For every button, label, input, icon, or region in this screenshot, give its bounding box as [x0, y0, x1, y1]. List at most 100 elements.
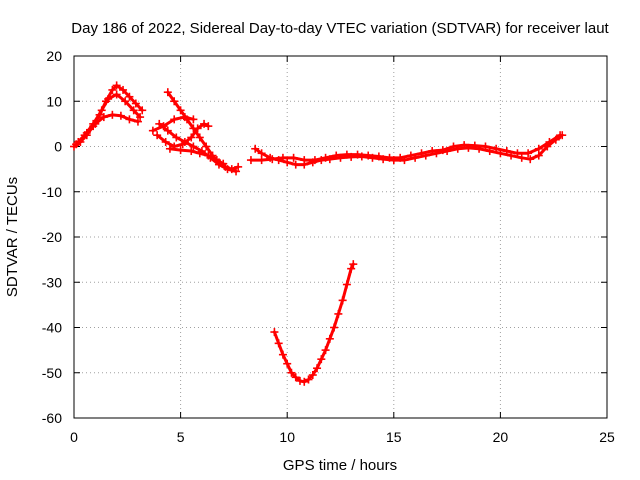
data-point [148, 126, 157, 135]
data-point [133, 117, 142, 126]
data-point [104, 94, 113, 103]
y-tick-label: 10 [46, 93, 62, 109]
data-point [180, 137, 189, 146]
data-point [332, 151, 341, 160]
data-point [121, 97, 130, 106]
data-point [163, 88, 172, 97]
data-point [119, 85, 128, 94]
x-tick-label: 25 [599, 429, 615, 445]
data-point [321, 346, 330, 355]
x-axis-label: GPS time / hours [283, 457, 397, 474]
data-point [170, 97, 179, 106]
data-series [70, 81, 567, 386]
data-point [131, 99, 140, 108]
data-point [304, 375, 313, 384]
grid-lines [74, 56, 607, 418]
y-tick-label: -40 [42, 320, 62, 336]
data-point [153, 131, 162, 140]
data-point [125, 115, 134, 124]
data-point [206, 153, 215, 162]
data-point [460, 141, 469, 150]
data-point [91, 119, 100, 128]
data-point [268, 155, 277, 164]
data-point [317, 355, 326, 364]
data-point [347, 264, 356, 273]
chart-title: Day 186 of 2022, Sidereal Day-to-day VTE… [71, 20, 609, 37]
data-point [349, 260, 358, 269]
data-point [195, 133, 204, 142]
data-point [74, 137, 83, 146]
data-point [534, 151, 543, 160]
data-point [353, 150, 362, 159]
data-point [176, 146, 185, 155]
data-point [481, 142, 490, 151]
data-point [417, 149, 426, 158]
data-point [99, 113, 108, 122]
data-point [278, 350, 287, 359]
data-point [200, 119, 209, 128]
data-point [438, 146, 447, 155]
data-point [204, 122, 213, 131]
data-point [342, 150, 351, 159]
x-tick-label: 0 [70, 429, 78, 445]
data-point [406, 151, 415, 160]
series-line [166, 90, 240, 171]
series-line [157, 122, 238, 173]
data-point [342, 280, 351, 289]
data-point [189, 142, 198, 151]
y-tick-label: -20 [42, 229, 62, 245]
data-point [502, 147, 511, 156]
data-point [334, 309, 343, 318]
data-point [161, 137, 170, 146]
series-track-k [270, 260, 358, 386]
plot-frame [73, 55, 608, 419]
data-point [155, 119, 164, 128]
data-point [428, 147, 437, 156]
data-point [108, 85, 117, 94]
x-axis-tick-labels: 0 5 10 15 20 25 [70, 429, 615, 445]
data-point [534, 144, 543, 153]
data-point [492, 144, 501, 153]
data-point [310, 156, 319, 165]
data-point [257, 156, 266, 165]
x-tick-label: 20 [493, 429, 509, 445]
data-point [289, 153, 298, 162]
data-point [374, 152, 383, 161]
data-point [197, 147, 206, 156]
data-point [470, 141, 479, 150]
data-point [364, 151, 373, 160]
data-point [283, 359, 292, 368]
data-point [278, 153, 287, 162]
data-point [283, 158, 292, 167]
series-track-i [251, 131, 567, 169]
data-point [112, 90, 121, 99]
y-tick-label: 20 [46, 48, 62, 64]
data-point [291, 373, 300, 382]
data-point [246, 156, 255, 165]
data-point [116, 111, 125, 120]
data-point [321, 153, 330, 162]
y-tick-label: -60 [42, 410, 62, 426]
x-tick-label: 15 [386, 429, 402, 445]
data-point [129, 106, 138, 115]
data-point [291, 160, 300, 169]
data-point [214, 160, 223, 169]
data-point [136, 113, 145, 122]
data-point [163, 126, 172, 135]
data-point [172, 133, 181, 142]
data-point [295, 376, 304, 385]
data-point [232, 167, 241, 176]
data-point [556, 131, 565, 140]
data-point [257, 149, 266, 158]
axis-ticks [73, 55, 608, 419]
data-point [82, 128, 91, 137]
data-point [223, 165, 232, 174]
y-axis-tick-labels: 20 10 0 -10 -20 -30 -40 -50 -60 [42, 48, 62, 426]
data-point [396, 153, 405, 162]
series-track-c [74, 110, 142, 146]
data-point [449, 142, 458, 151]
data-point [274, 339, 283, 348]
data-point [300, 377, 309, 386]
data-point [170, 115, 179, 124]
